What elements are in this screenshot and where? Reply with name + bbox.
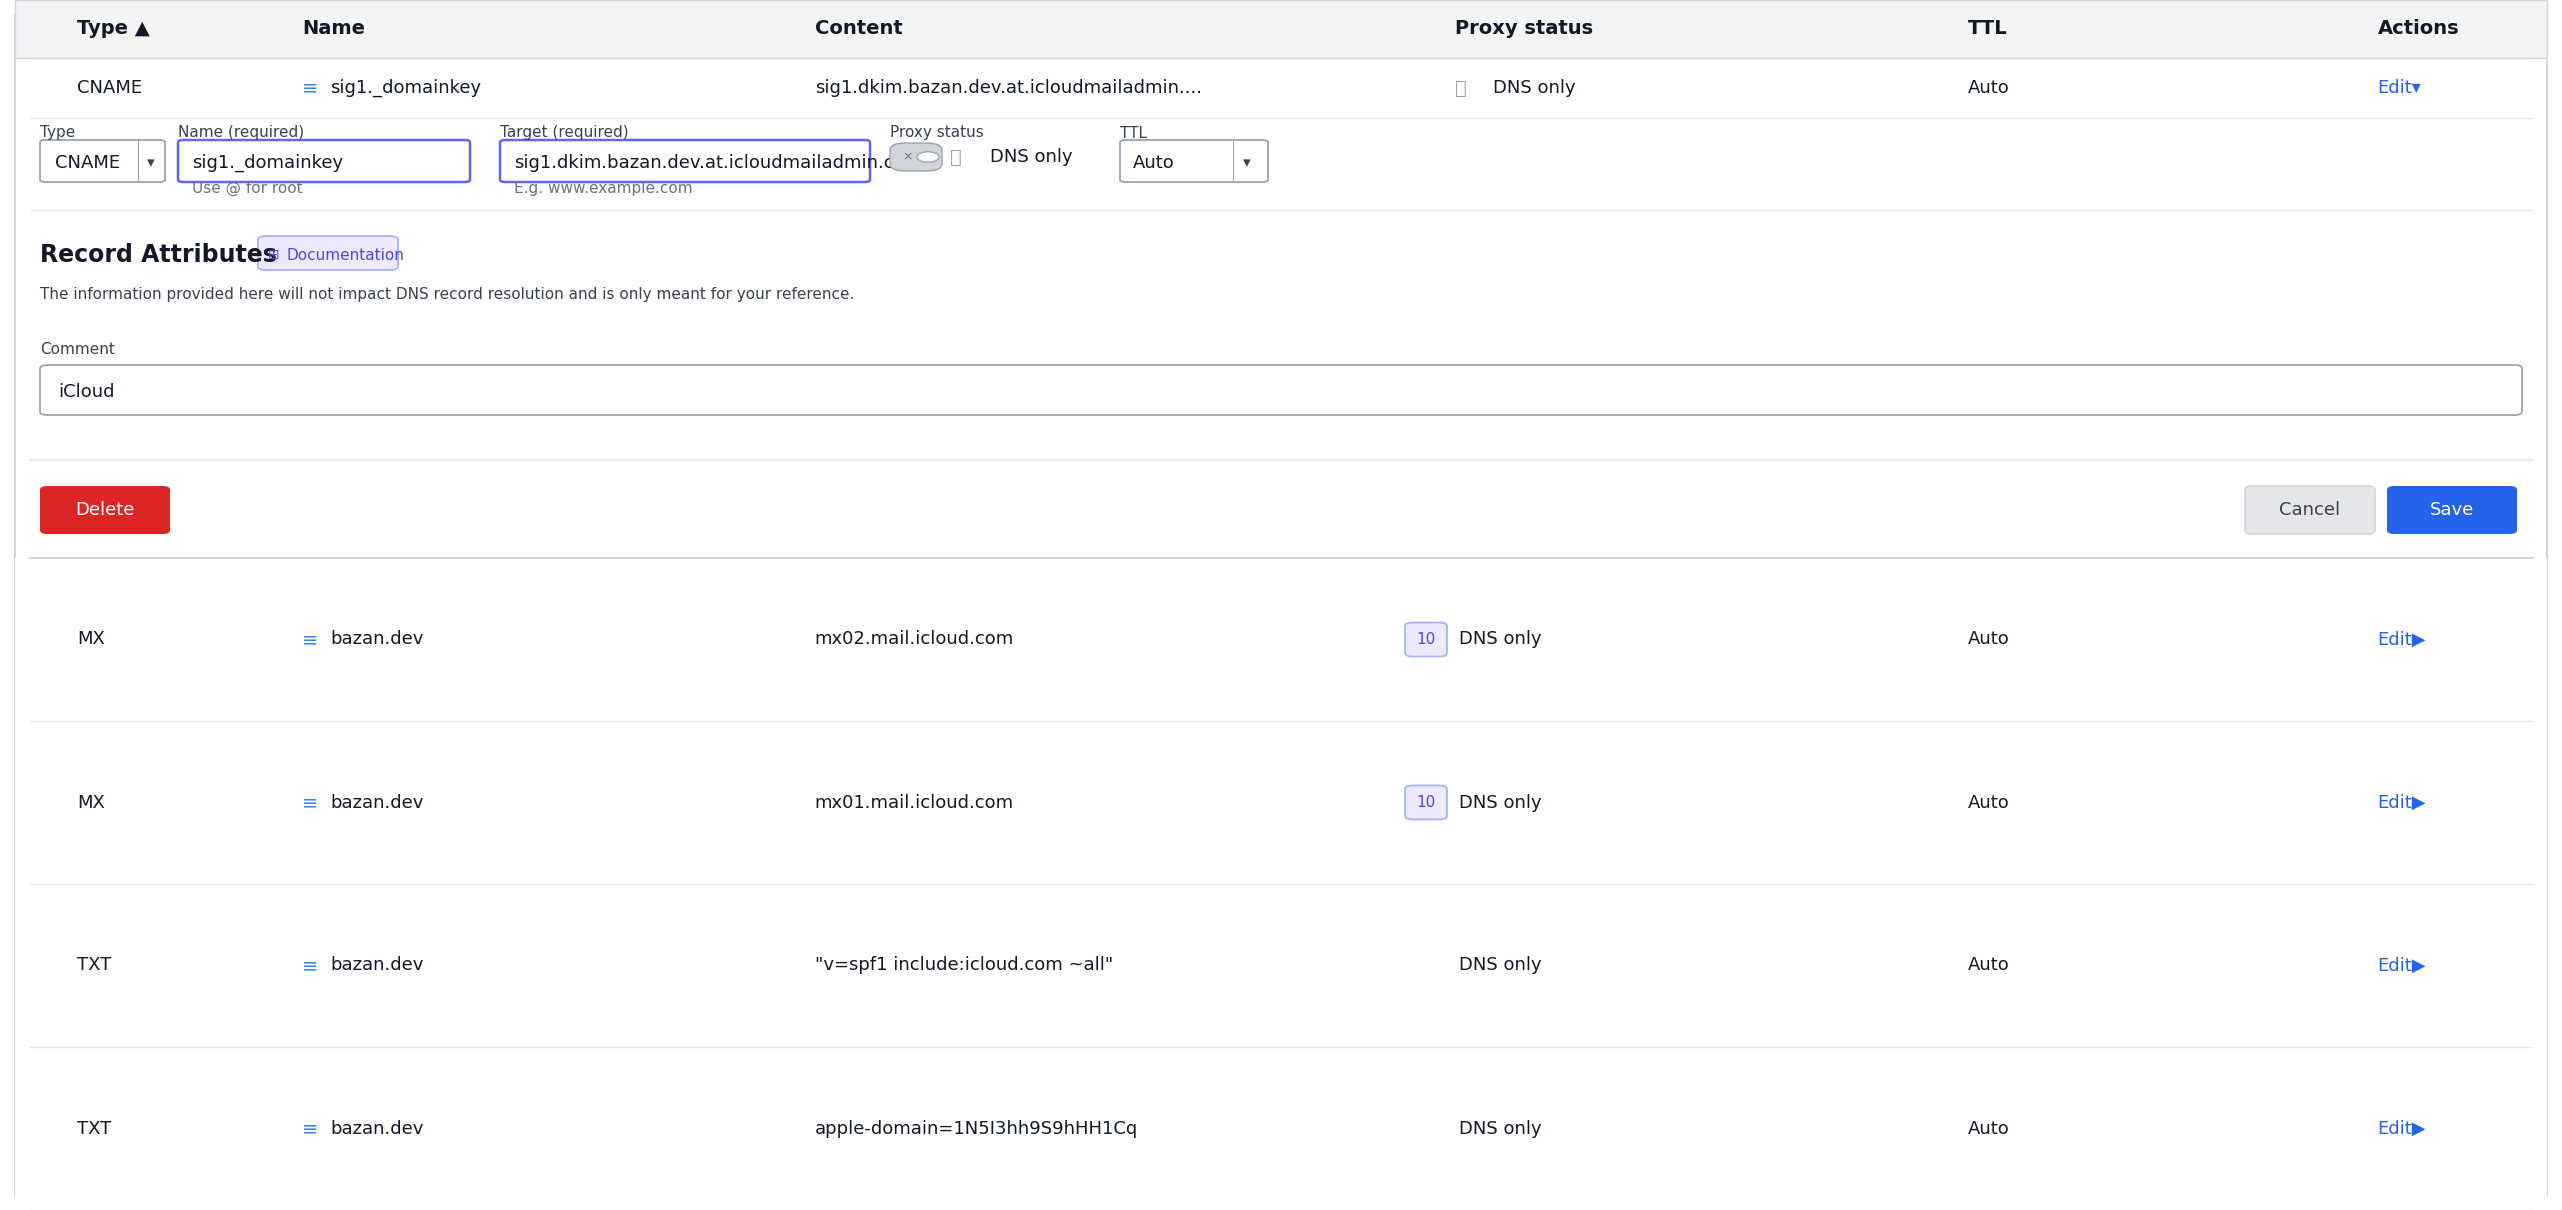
FancyBboxPatch shape (177, 140, 469, 182)
Text: E.g. www.example.com: E.g. www.example.com (515, 180, 692, 196)
Circle shape (917, 151, 940, 162)
Text: Auto: Auto (1968, 956, 2009, 974)
Text: Auto: Auto (1968, 1119, 2009, 1137)
Text: Use @ for root: Use @ for root (192, 180, 302, 196)
Text: Name (required): Name (required) (177, 126, 305, 140)
FancyBboxPatch shape (1404, 785, 1448, 819)
Bar (15, 885, 2547, 1047)
Text: ▾: ▾ (146, 156, 154, 171)
FancyBboxPatch shape (1404, 622, 1448, 657)
Text: Save: Save (2429, 501, 2475, 519)
Text: Comment: Comment (41, 342, 115, 357)
Text: Documentation: Documentation (287, 248, 405, 263)
Text: Auto: Auto (1132, 154, 1176, 172)
Text: Proxy status: Proxy status (889, 126, 984, 140)
Bar (15, 558, 2547, 721)
FancyBboxPatch shape (41, 365, 2521, 415)
Text: Type: Type (41, 126, 74, 140)
Text: 10: 10 (1417, 632, 1435, 647)
Text: bazan.dev: bazan.dev (330, 630, 423, 649)
Text: ≡: ≡ (302, 793, 318, 812)
Bar (15, 721, 2547, 885)
Text: DNS only: DNS only (1460, 794, 1542, 812)
Text: Auto: Auto (1968, 79, 2009, 97)
Text: sig1._domainkey: sig1._domainkey (192, 154, 343, 172)
Text: Actions: Actions (2378, 19, 2460, 39)
Text: CNAME: CNAME (54, 154, 120, 172)
Text: Edit▶: Edit▶ (2378, 956, 2426, 974)
Text: Delete: Delete (74, 501, 136, 519)
Text: bazan.dev: bazan.dev (330, 794, 423, 812)
Text: mx01.mail.icloud.com: mx01.mail.icloud.com (815, 794, 1015, 812)
FancyBboxPatch shape (2244, 486, 2375, 534)
Text: Type ▲: Type ▲ (77, 19, 149, 39)
Text: Edit▶: Edit▶ (2378, 630, 2426, 649)
Text: ⛅: ⛅ (1455, 79, 1468, 98)
Text: TXT: TXT (77, 1119, 110, 1137)
Text: 10: 10 (1417, 795, 1435, 809)
Text: DNS only: DNS only (1460, 956, 1542, 974)
Text: Edit▶: Edit▶ (2378, 1119, 2426, 1137)
Text: sig1.dkim.bazan.dev.at.icloudmailadmin....: sig1.dkim.bazan.dev.at.icloudmailadmin..… (815, 79, 1202, 97)
Text: mx02.mail.icloud.com: mx02.mail.icloud.com (815, 630, 1015, 649)
Text: ▾: ▾ (1243, 156, 1250, 171)
Text: DNS only: DNS only (1460, 1119, 1542, 1137)
Text: DNS only: DNS only (989, 148, 1073, 166)
Text: Name: Name (302, 19, 366, 39)
Text: ⛅: ⛅ (951, 148, 961, 167)
Text: Target (required): Target (required) (500, 126, 628, 140)
Text: ⊞: ⊞ (269, 248, 279, 263)
Bar (15, 1047, 2547, 1210)
Text: TTL: TTL (1968, 19, 2006, 39)
Text: Auto: Auto (1968, 794, 2009, 812)
Text: MX: MX (77, 794, 105, 812)
Bar (15, 0, 2547, 58)
Text: sig1.dkim.bazan.dev.at.icloudmailadmin.com: sig1.dkim.bazan.dev.at.icloudmailadmin.c… (515, 154, 922, 172)
Text: Content: Content (815, 19, 902, 39)
Text: Edit▾: Edit▾ (2378, 79, 2421, 97)
Text: sig1._domainkey: sig1._domainkey (330, 79, 482, 97)
Text: TTL: TTL (1120, 126, 1148, 140)
FancyBboxPatch shape (41, 140, 164, 182)
FancyBboxPatch shape (1120, 140, 1268, 182)
Text: ≡: ≡ (302, 956, 318, 975)
Text: Auto: Auto (1968, 630, 2009, 649)
Text: bazan.dev: bazan.dev (330, 956, 423, 974)
Text: Cancel: Cancel (2280, 501, 2342, 519)
Text: "v=spf1 include:icloud.com ~all": "v=spf1 include:icloud.com ~all" (815, 956, 1112, 974)
Text: ≡: ≡ (302, 630, 318, 649)
Text: Record Attributes: Record Attributes (41, 243, 277, 267)
Text: ≡: ≡ (302, 1119, 318, 1137)
FancyBboxPatch shape (889, 143, 943, 171)
FancyBboxPatch shape (41, 486, 169, 534)
Text: CNAME: CNAME (77, 79, 141, 97)
Text: MX: MX (77, 630, 105, 649)
FancyBboxPatch shape (2388, 486, 2516, 534)
Text: Proxy status: Proxy status (1455, 19, 1594, 39)
FancyBboxPatch shape (259, 236, 397, 270)
Text: ≡: ≡ (302, 79, 318, 98)
FancyBboxPatch shape (500, 140, 871, 182)
Text: DNS only: DNS only (1494, 79, 1576, 97)
Text: bazan.dev: bazan.dev (330, 1119, 423, 1137)
Text: TXT: TXT (77, 956, 110, 974)
Text: DNS only: DNS only (1460, 630, 1542, 649)
Text: iCloud: iCloud (59, 384, 115, 401)
Text: apple-domain=1N5I3hh9S9hHH1Cq: apple-domain=1N5I3hh9S9hHH1Cq (815, 1119, 1138, 1137)
Text: ×: × (902, 150, 912, 163)
Text: Edit▶: Edit▶ (2378, 794, 2426, 812)
Text: The information provided here will not impact DNS record resolution and is only : The information provided here will not i… (41, 288, 853, 302)
